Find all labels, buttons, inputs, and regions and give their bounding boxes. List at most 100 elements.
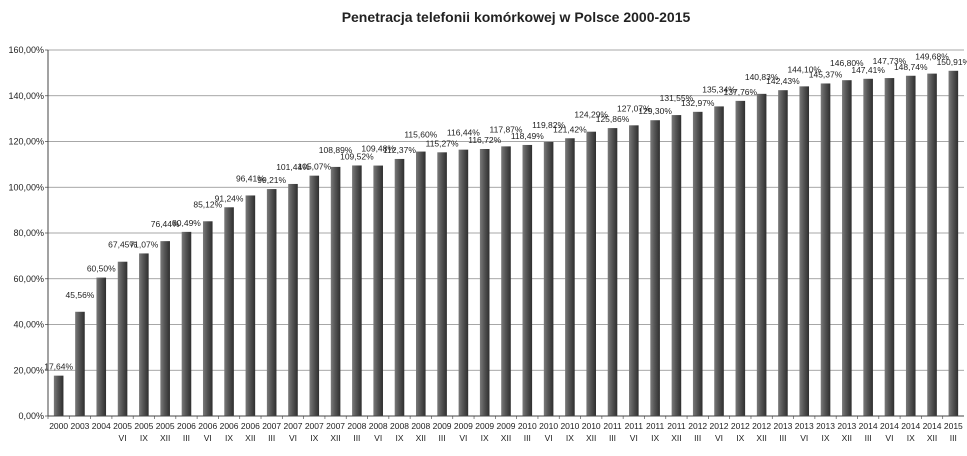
data-label: 131,55% xyxy=(660,93,694,103)
x-tick-year: 2012 xyxy=(710,421,729,431)
x-tick-period: VI xyxy=(289,433,297,443)
bar xyxy=(543,141,554,416)
bars xyxy=(53,70,959,417)
bar xyxy=(96,277,107,416)
x-tick-year: 2007 xyxy=(284,421,303,431)
bar xyxy=(53,375,64,416)
data-label: 17,64% xyxy=(44,362,73,372)
x-tick-year: 2013 xyxy=(773,421,792,431)
data-label: 148,74% xyxy=(894,62,928,72)
data-label: 147,73% xyxy=(873,56,907,66)
y-tick-label: 120,00% xyxy=(8,137,44,147)
x-tick-year: 2008 xyxy=(347,421,366,431)
data-label: 60,50% xyxy=(87,264,116,274)
x-tick-period: IX xyxy=(225,433,233,443)
x-tick-year: 2010 xyxy=(518,421,537,431)
x-tick-period: IX xyxy=(481,433,489,443)
bar xyxy=(799,86,810,416)
x-tick-year: 2009 xyxy=(433,421,452,431)
x-tick-period: XII xyxy=(927,433,937,443)
data-label: 112,37% xyxy=(383,145,416,155)
data-label: 115,60% xyxy=(404,130,437,140)
bar xyxy=(160,241,170,416)
x-tick-period: VI xyxy=(119,433,127,443)
x-tick-period: III xyxy=(524,433,531,443)
bar xyxy=(522,144,533,416)
x-tick-year: 2008 xyxy=(411,421,430,431)
bar xyxy=(927,73,937,417)
bar xyxy=(778,90,788,416)
x-tick-year: 2013 xyxy=(816,421,835,431)
x-tick-year: 2009 xyxy=(454,421,473,431)
data-label: 144,10% xyxy=(787,64,821,74)
x-tick-period: XII xyxy=(245,433,255,443)
bar xyxy=(629,125,639,416)
bar xyxy=(330,166,341,416)
x-tick-year: 2004 xyxy=(92,421,111,431)
bar xyxy=(245,195,256,416)
x-tick-period: VI xyxy=(885,433,893,443)
data-label: 85,12% xyxy=(193,199,222,209)
data-label: 108,89% xyxy=(319,145,353,155)
bar xyxy=(756,93,767,416)
bar xyxy=(671,115,682,416)
bar xyxy=(415,151,426,416)
x-tick-period: III xyxy=(183,433,190,443)
x-tick-year: 2014 xyxy=(923,421,942,431)
bar xyxy=(75,311,85,416)
bar xyxy=(884,78,895,416)
y-tick-label: 60,00% xyxy=(13,274,44,284)
x-tick-period: VI xyxy=(545,433,553,443)
bar xyxy=(607,128,618,416)
data-label: 132,97% xyxy=(681,98,715,108)
x-tick-year: 2005 xyxy=(156,421,175,431)
x-tick-period: XII xyxy=(416,433,426,443)
x-tick-period: XII xyxy=(586,433,596,443)
x-tick-year: 2005 xyxy=(113,421,132,431)
bar xyxy=(458,149,469,416)
bar xyxy=(394,158,405,417)
bar xyxy=(373,165,383,416)
bar xyxy=(565,138,575,416)
data-label: 135,34% xyxy=(702,84,736,94)
data-label: 109,52% xyxy=(340,151,374,161)
x-tick-period: III xyxy=(950,433,957,443)
bar xyxy=(139,253,149,416)
data-label: 80,49% xyxy=(172,218,201,228)
x-tick-year: 2003 xyxy=(70,421,89,431)
y-tick-label: 40,00% xyxy=(13,320,44,330)
bar xyxy=(479,149,490,417)
bar xyxy=(288,183,298,416)
bar xyxy=(948,70,959,417)
x-tick-period: VI xyxy=(204,433,212,443)
x-tick-year: 2014 xyxy=(880,421,899,431)
x-tick-period: VI xyxy=(800,433,808,443)
data-label: 117,87% xyxy=(490,124,523,134)
x-tick-year: 2008 xyxy=(390,421,409,431)
x-tick-year: 2010 xyxy=(539,421,558,431)
x-tick-period: XII xyxy=(842,433,852,443)
y-tick-label: 140,00% xyxy=(8,91,44,101)
x-tick-year: 2006 xyxy=(177,421,196,431)
x-tick-year: 2011 xyxy=(603,421,622,431)
x-tick-year: 2007 xyxy=(326,421,345,431)
bar xyxy=(202,221,213,416)
data-label: 67,45% xyxy=(108,240,137,250)
bar xyxy=(863,78,873,416)
x-tick-period: III xyxy=(865,433,872,443)
x-tick-period: XII xyxy=(160,433,170,443)
data-label: 121,42% xyxy=(553,124,587,134)
x-tick-year: 2009 xyxy=(475,421,494,431)
data-label: 119,82% xyxy=(532,120,565,130)
y-tick-label: 0,00% xyxy=(18,411,44,421)
x-tick-period: III xyxy=(353,433,360,443)
data-label: 124,29% xyxy=(574,110,608,120)
data-label: 118,49% xyxy=(511,131,544,141)
x-axis-ticks: 2000 2003 2004 2005VI2005IX2005XII2006III20… xyxy=(47,416,963,443)
x-tick-year: 2008 xyxy=(369,421,388,431)
data-label: 127,07% xyxy=(617,103,651,113)
data-label: 140,83% xyxy=(745,72,779,82)
x-tick-period: IX xyxy=(310,433,318,443)
x-tick-year: 2013 xyxy=(837,421,856,431)
